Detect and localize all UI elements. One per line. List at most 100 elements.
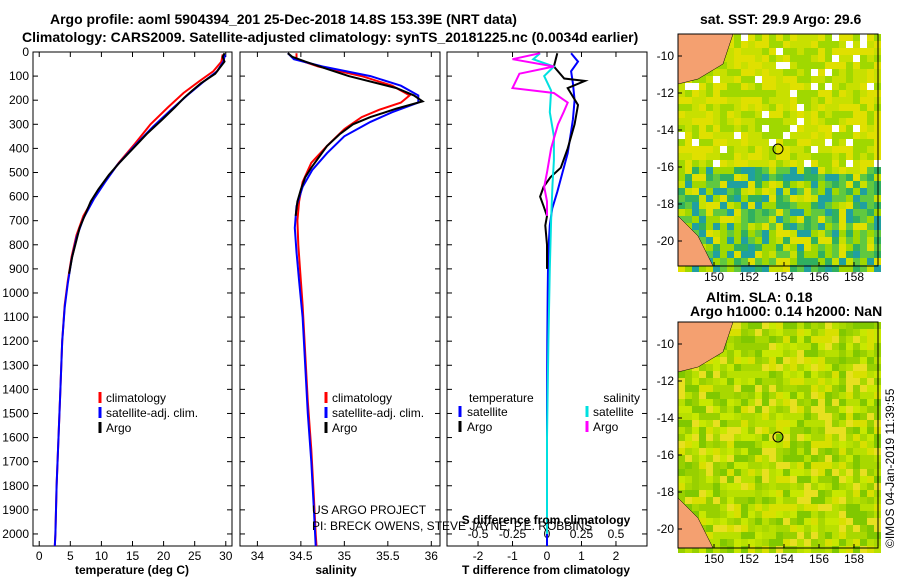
map-cell: [790, 132, 797, 139]
series-line-satellite-adj.-clim.: [53, 54, 227, 547]
map-cell: [804, 244, 811, 251]
map-cell: [762, 111, 769, 118]
map-cell: [769, 441, 776, 448]
map-cell: [818, 55, 825, 62]
map-cell: [846, 336, 853, 343]
map-cell: [727, 41, 734, 48]
map-cell: [811, 104, 818, 111]
map-cell: [783, 132, 790, 139]
map-cell: [860, 427, 867, 434]
map-cell: [867, 181, 874, 188]
series-line-s-argo: [510, 52, 569, 216]
map-cell: [867, 209, 874, 216]
map-cell: [769, 167, 776, 174]
map-cell: [776, 427, 783, 434]
map-cell: [713, 357, 720, 364]
map-cell: [769, 76, 776, 83]
map-cell: [727, 118, 734, 125]
map-cell: [783, 399, 790, 406]
map-cell: [741, 160, 748, 167]
map-cell: [755, 546, 762, 553]
map-cell: [776, 441, 783, 448]
map-cell: [699, 118, 706, 125]
map-cell: [867, 41, 874, 48]
map-cell: [790, 174, 797, 181]
map-cell: [790, 371, 797, 378]
map-cell: [804, 469, 811, 476]
map-cell: [846, 364, 853, 371]
map-cell: [734, 167, 741, 174]
map-cell: [755, 483, 762, 490]
map-cell: [797, 357, 804, 364]
map-cell: [860, 399, 867, 406]
map-cell: [846, 132, 853, 139]
map-cell: [790, 195, 797, 202]
map-cell: [853, 399, 860, 406]
map-cell: [790, 413, 797, 420]
map-cell: [741, 41, 748, 48]
map-cell: [825, 525, 832, 532]
map-cell: [825, 139, 832, 146]
map-cell: [797, 258, 804, 265]
map-cell: [720, 350, 727, 357]
map-cell: [713, 223, 720, 230]
map-cell: [706, 244, 713, 251]
map-cell: [846, 518, 853, 525]
map-cell: [762, 223, 769, 230]
map-cell: [818, 434, 825, 441]
map-cell: [685, 202, 692, 209]
map-cell: [769, 139, 776, 146]
map-cell: [867, 350, 874, 357]
map-cell: [811, 216, 818, 223]
map-cell: [867, 448, 874, 455]
map-cell: [734, 329, 741, 336]
map-cell: [818, 195, 825, 202]
map-cell: [853, 532, 860, 539]
map-cell: [860, 511, 867, 518]
map-cell: [727, 525, 734, 532]
map-cell: [713, 420, 720, 427]
map-cell: [867, 343, 874, 350]
map-cell: [783, 188, 790, 195]
map-cell: [839, 364, 846, 371]
map-cell: [811, 139, 818, 146]
map-cell: [769, 371, 776, 378]
map-cell: [755, 104, 762, 111]
map-cell: [720, 539, 727, 546]
map-cell: [797, 462, 804, 469]
map-cell: [727, 181, 734, 188]
map-cell: [755, 469, 762, 476]
map-y-tick-label: -16: [657, 160, 675, 174]
map-cell: [790, 455, 797, 462]
credit-line1: US ARGO PROJECT: [312, 503, 427, 517]
x-tick-label: 30: [219, 549, 233, 563]
map-cell: [825, 167, 832, 174]
map-cell: [727, 518, 734, 525]
map-cell: [860, 174, 867, 181]
map-cell: [811, 399, 818, 406]
map-cell: [783, 483, 790, 490]
map-cell: [734, 181, 741, 188]
map-cell: [762, 160, 769, 167]
map-cell: [797, 455, 804, 462]
series-line-satellite-adj.-clim.: [287, 52, 420, 547]
map-cell: [853, 90, 860, 97]
map-cell: [678, 146, 685, 153]
map-cell: [769, 202, 776, 209]
map-cell: [832, 350, 839, 357]
map-cell: [769, 153, 776, 160]
map-cell: [755, 146, 762, 153]
map-cell: [727, 469, 734, 476]
map-cell: [797, 518, 804, 525]
difference-xlabel2: S difference from climatology: [462, 513, 631, 527]
map-cell: [727, 336, 734, 343]
map-cell: [804, 41, 811, 48]
map-cell: [755, 153, 762, 160]
map-cell: [853, 322, 860, 329]
map-cell: [678, 455, 685, 462]
map-cell: [762, 146, 769, 153]
map-cell: [720, 146, 727, 153]
map-cell: [741, 153, 748, 160]
map-cell: [734, 413, 741, 420]
map-cell: [804, 336, 811, 343]
